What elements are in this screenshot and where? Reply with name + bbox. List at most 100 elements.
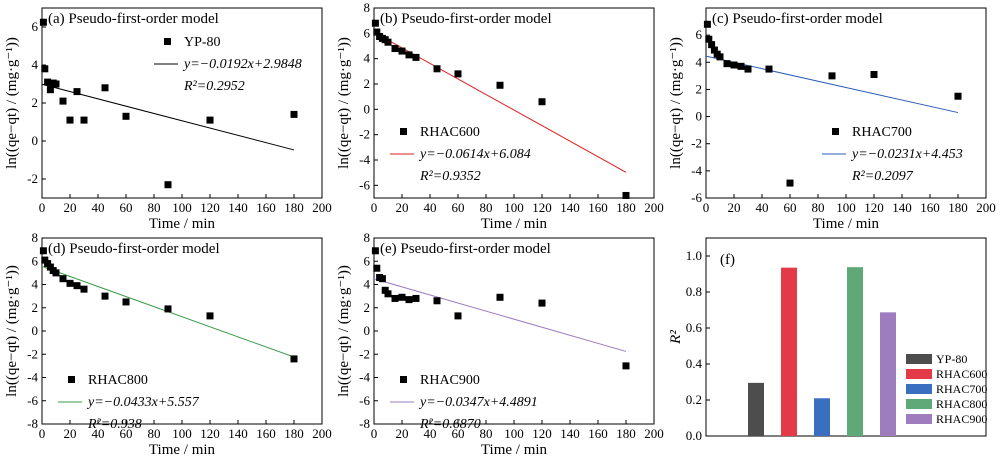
bar-rhac700 [814, 398, 830, 436]
data-point [39, 18, 47, 26]
y-tick-label: -4 [359, 152, 370, 167]
panel-e: -8 -6 -4 -2 0 2 4 6 8 ln((qe−qt) / (mg·g⁻¹)) (e) P… [336, 230, 664, 458]
y-tick-label: 4 [364, 51, 371, 66]
plot-frame [705, 7, 987, 199]
data-point [66, 116, 74, 124]
x-tick-label: 80 [480, 200, 493, 215]
data-point [433, 65, 441, 73]
y-tick-label: -8 [27, 416, 38, 431]
bar-rhac600 [781, 267, 797, 436]
y-tick-label: 6 [32, 19, 39, 34]
x-tick-label: 180 [616, 426, 636, 441]
x-tick-label: 100 [504, 426, 524, 441]
y-tick-label: -2 [691, 136, 702, 151]
data-point [708, 41, 716, 49]
x-tick-label: 200 [312, 426, 332, 441]
y-tick-label: 1.0 [686, 248, 702, 263]
data-point [454, 312, 462, 320]
data-point [433, 297, 441, 305]
x-tick-label: 20 [396, 426, 409, 441]
legend-label: RHAC600 [936, 367, 987, 381]
data-point [786, 179, 794, 187]
y-tick-label: 0.2 [686, 392, 702, 407]
y-axis-title: R² [668, 330, 684, 345]
fit-equation: y=−0.0614x+6.084 [418, 147, 531, 162]
legend-swatch [906, 414, 932, 424]
legend-label: RHAC600 [420, 125, 480, 140]
x-tick-label: 200 [644, 200, 664, 215]
legend-label: RHAC800 [88, 373, 148, 388]
y-tick-label: 4 [696, 54, 703, 69]
legend-label: RHAC700 [852, 125, 912, 140]
legend-marker [400, 128, 407, 135]
data-point [384, 290, 392, 298]
panel-title: (c) Pseudo-first-order model [712, 11, 883, 27]
fit-equation: y=−0.0192x+2.9848 [182, 57, 302, 72]
x-tick-label: 60 [452, 426, 465, 441]
data-point [954, 92, 962, 100]
data-point [496, 293, 504, 301]
y-tick-label: 0 [32, 133, 39, 148]
legend-marker [400, 376, 407, 383]
fit-line [41, 83, 295, 151]
x-tick-label: 160 [588, 200, 608, 215]
y-tick-label: -6 [359, 393, 370, 408]
x-tick-label: 140 [892, 200, 912, 215]
x-tick-label: 80 [812, 200, 825, 215]
data-point [703, 20, 711, 28]
y-tick-label: -4 [691, 163, 702, 178]
x-tick-label: 140 [560, 426, 580, 441]
y-axis-title: ln((qe−qt) / (mg·g⁻¹)) [4, 265, 20, 397]
data-point [538, 299, 546, 307]
legend-label: YP-80 [184, 35, 221, 50]
x-tick-label: 0 [703, 200, 710, 215]
y-tick-label: 0.8 [686, 284, 702, 299]
y-tick-label: 6 [32, 253, 39, 268]
y-tick-label: 8 [364, 0, 371, 15]
x-tick-label: 140 [228, 426, 248, 441]
data-point [705, 35, 713, 43]
x-tick-label: 40 [424, 426, 437, 441]
data-point [52, 80, 60, 88]
y-tick-label: 0 [364, 101, 371, 116]
data-point [290, 110, 298, 118]
x-tick-label: 180 [948, 200, 968, 215]
x-tick-label: 60 [784, 200, 797, 215]
x-tick-label: 20 [64, 426, 77, 441]
x-tick-label: 100 [836, 200, 856, 215]
legend-label: RHAC700 [936, 382, 987, 396]
y-tick-label: -2 [359, 346, 370, 361]
y-tick-label: -2 [27, 171, 38, 186]
legend-swatch [906, 399, 932, 409]
x-tick-label: 140 [560, 200, 580, 215]
data-point [398, 293, 406, 301]
x-tick-label: 100 [172, 200, 192, 215]
x-tick-label: 80 [148, 200, 161, 215]
y-tick-label: 8 [364, 230, 371, 245]
legend-swatch [906, 384, 932, 394]
panel-title: (e) Pseudo-first-order model [380, 241, 551, 257]
x-tick-label: 60 [452, 200, 465, 215]
x-tick-label: 40 [92, 426, 105, 441]
x-axis-title: Time / min [149, 216, 216, 232]
data-point [52, 269, 60, 277]
x-tick-label: 180 [284, 200, 304, 215]
x-tick-label: 0 [39, 426, 46, 441]
panel-b: -6 -4 -2 0 2 4 6 8 ln((qe−qt) / (mg·g⁻¹)) (b) Pse… [336, 0, 664, 232]
plot-frame [41, 7, 323, 199]
bar-yp-80 [748, 382, 764, 436]
x-tick-label: 120 [532, 426, 552, 441]
y-tick-label: 0.6 [686, 320, 703, 335]
data-point [765, 65, 773, 73]
y-axis-title: ln((qe−qt) / (mg·g⁻¹)) [668, 37, 684, 169]
data-point [41, 65, 49, 73]
x-tick-label: 180 [284, 426, 304, 441]
x-tick-label: 0 [371, 200, 378, 215]
fit-r2: R²=0.2952 [183, 79, 245, 94]
x-tick-label: 0 [371, 426, 378, 441]
y-tick-label: -6 [691, 190, 702, 205]
plot-frame [705, 237, 987, 437]
data-point [384, 38, 392, 46]
y-tick-label: 4 [364, 277, 371, 292]
